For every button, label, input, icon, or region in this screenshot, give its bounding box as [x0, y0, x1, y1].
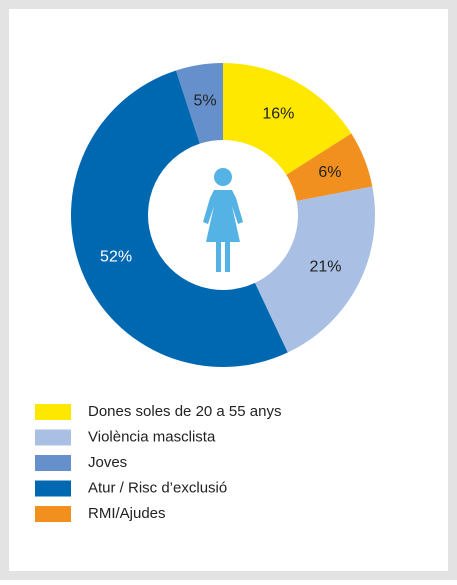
slice: [254, 186, 375, 353]
legend-swatch: [35, 455, 71, 471]
legend-label: Joves: [88, 454, 127, 471]
legend-swatch: [35, 404, 71, 420]
legend-label: Atur / Risc d’exclusió: [88, 479, 227, 496]
value-label: 16%: [262, 105, 294, 122]
legend-label: RMI/Ajudes: [88, 505, 166, 522]
legend-swatch: [35, 429, 71, 446]
legend-swatch: [35, 480, 71, 497]
slice: [286, 133, 373, 201]
value-label: 5%: [193, 93, 216, 110]
value-label: 52%: [100, 249, 132, 266]
slice: [223, 63, 352, 175]
legend-label: Dones soles de 20 a 55 anys: [88, 403, 281, 420]
legend-label: Violència masclista: [88, 428, 216, 445]
legend-swatch: [35, 506, 71, 522]
value-label: 21%: [309, 258, 341, 275]
slice: [176, 63, 223, 144]
value-label: 6%: [318, 164, 341, 181]
woman-icon: [203, 168, 243, 272]
slice: [71, 70, 288, 367]
